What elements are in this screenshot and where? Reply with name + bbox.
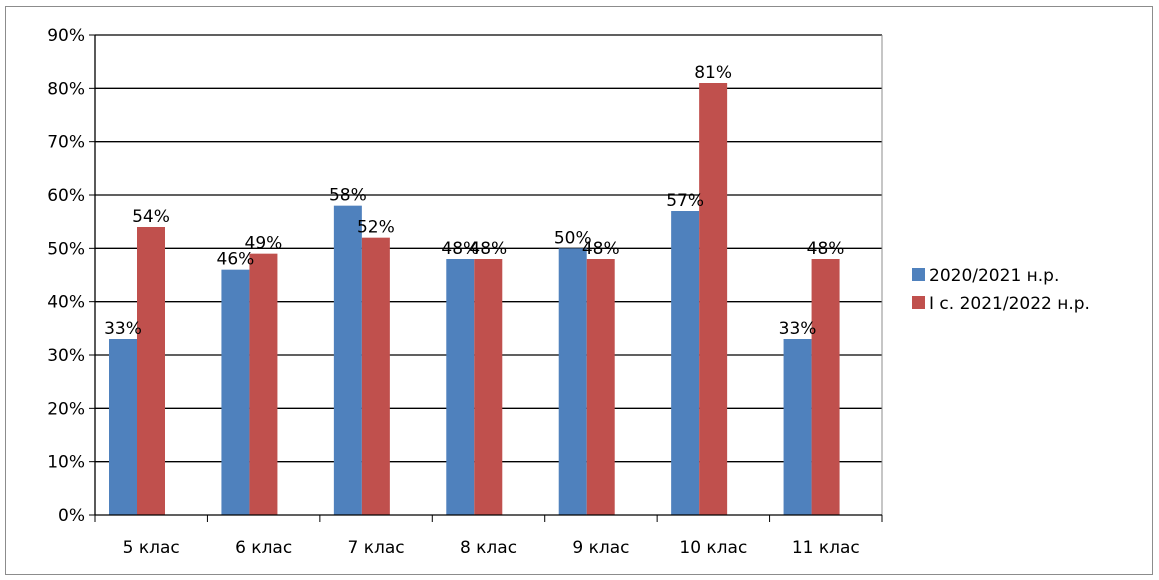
bar-series-1-cat-6 bbox=[671, 211, 700, 515]
bar-series-2-cat-6 bbox=[699, 83, 728, 515]
x-tick-label: 9 клас bbox=[572, 538, 629, 558]
data-label: 54% bbox=[132, 207, 170, 227]
data-label: 50% bbox=[554, 228, 592, 248]
bar-series-2-cat-7 bbox=[811, 259, 840, 515]
bar-series-1-cat-1 bbox=[109, 339, 137, 515]
data-label: 48% bbox=[441, 239, 479, 259]
bar-series-2-cat-4 bbox=[474, 259, 503, 515]
bar-series-2-cat-3 bbox=[361, 237, 390, 515]
legend-swatch bbox=[912, 268, 925, 281]
legend-swatch bbox=[912, 296, 925, 309]
bar-series-1-cat-5 bbox=[558, 248, 587, 516]
y-tick-label: 60% bbox=[47, 186, 85, 206]
legend-label: І с. 2021/2022 н.р. bbox=[929, 294, 1090, 314]
x-tick-label: 7 клас bbox=[348, 538, 405, 558]
data-label: 46% bbox=[217, 250, 255, 270]
legend-label: 2020/2021 н.р. bbox=[929, 266, 1059, 286]
y-tick-label: 80% bbox=[47, 79, 85, 99]
data-label: 58% bbox=[329, 186, 367, 206]
y-tick-label: 20% bbox=[47, 399, 85, 419]
data-label: 33% bbox=[779, 319, 817, 339]
data-label: 48% bbox=[807, 239, 845, 259]
x-tick-label: 10 клас bbox=[679, 538, 747, 558]
x-tick-label: 11 клас bbox=[792, 538, 860, 558]
y-tick-label: 40% bbox=[47, 293, 85, 313]
data-label: 48% bbox=[469, 239, 507, 259]
bar-series-1-cat-2 bbox=[221, 269, 250, 515]
bar-series-1-cat-4 bbox=[446, 259, 475, 515]
data-labels: 33%46%58%48%50%57%33%54%49%52%48% 48%81%4… bbox=[104, 63, 844, 339]
y-tick-label: 90% bbox=[47, 26, 85, 46]
bar-series-2-cat-5 bbox=[586, 259, 615, 515]
bar-series-1-cat-7 bbox=[783, 339, 812, 515]
y-tick-label: 0% bbox=[58, 506, 85, 526]
y-tick-label: 70% bbox=[47, 133, 85, 153]
bar-series-2-cat-2 bbox=[249, 253, 278, 515]
data-label: 52% bbox=[357, 218, 395, 238]
bar-series-1-cat-3 bbox=[333, 205, 362, 515]
data-label: 81% bbox=[694, 63, 732, 83]
data-label: 33% bbox=[104, 319, 142, 339]
x-tick-label: 8 клас bbox=[460, 538, 517, 558]
x-tick-label: 5 клас bbox=[123, 538, 180, 558]
data-label: 49% bbox=[245, 234, 283, 254]
y-tick-label: 50% bbox=[47, 239, 85, 259]
axes: 0% 10% 20% 30% 40% 50% 60% 70% 80% 90% 5 клас 6 кла… bbox=[47, 26, 883, 558]
x-tick-label: 6 клас bbox=[235, 538, 292, 558]
data-label: 48% bbox=[582, 239, 620, 259]
bars bbox=[109, 83, 840, 516]
legend: 2020/2021 н.р. І с. 2021/2022 н.р. bbox=[912, 266, 1090, 314]
y-tick-label: 30% bbox=[47, 346, 85, 366]
data-label: 57% bbox=[666, 191, 704, 211]
y-tick-label: 10% bbox=[47, 453, 85, 473]
bar-series-2-cat-1 bbox=[137, 227, 165, 515]
